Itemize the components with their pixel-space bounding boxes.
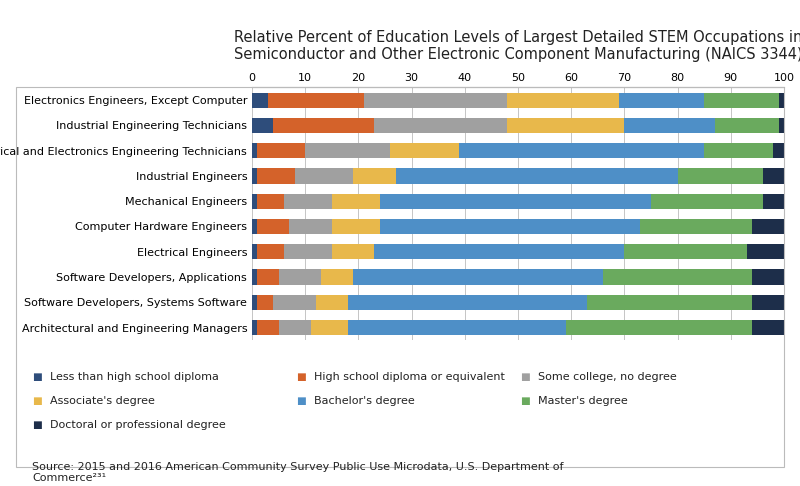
Bar xyxy=(704,92,778,108)
Bar xyxy=(348,295,587,310)
Bar xyxy=(380,219,640,234)
Bar xyxy=(348,320,566,335)
Bar xyxy=(284,244,332,260)
Bar xyxy=(353,269,603,285)
Bar xyxy=(507,118,624,133)
Bar xyxy=(678,168,762,184)
Bar xyxy=(258,219,290,234)
Title: Relative Percent of Education Levels of Largest Detailed STEM Occupations in
Sem: Relative Percent of Education Levels of … xyxy=(234,30,800,63)
Text: Bachelor's degree: Bachelor's degree xyxy=(314,396,414,406)
Bar xyxy=(274,118,374,133)
Bar xyxy=(752,295,784,310)
Bar xyxy=(252,193,258,209)
Bar xyxy=(332,244,374,260)
Bar xyxy=(396,168,678,184)
Bar xyxy=(310,320,348,335)
Bar xyxy=(778,92,784,108)
Text: Source: 2015 and 2016 American Community Survey Public Use Microdata, U.S. Depar: Source: 2015 and 2016 American Community… xyxy=(32,462,563,483)
Bar xyxy=(258,244,284,260)
Text: Some college, no degree: Some college, no degree xyxy=(538,372,676,382)
Bar xyxy=(752,269,784,285)
Text: Master's degree: Master's degree xyxy=(538,396,627,406)
Bar xyxy=(252,244,258,260)
Text: High school diploma or equivalent: High school diploma or equivalent xyxy=(314,372,505,382)
Text: ■: ■ xyxy=(520,372,530,382)
Bar xyxy=(507,92,619,108)
Bar xyxy=(390,143,459,158)
Bar xyxy=(252,320,258,335)
Bar xyxy=(290,219,332,234)
Bar xyxy=(640,219,752,234)
Bar xyxy=(284,193,332,209)
Text: ■: ■ xyxy=(296,396,306,406)
Bar xyxy=(715,118,778,133)
Bar xyxy=(380,193,651,209)
Bar xyxy=(274,295,316,310)
Bar xyxy=(258,295,274,310)
Bar xyxy=(252,92,268,108)
Bar xyxy=(752,320,784,335)
Bar xyxy=(625,244,746,260)
Text: ■: ■ xyxy=(520,396,530,406)
Bar xyxy=(762,168,784,184)
Bar xyxy=(619,92,704,108)
Bar xyxy=(332,219,380,234)
Bar xyxy=(258,193,284,209)
Bar xyxy=(587,295,752,310)
Text: Associate's degree: Associate's degree xyxy=(50,396,154,406)
Text: ■: ■ xyxy=(32,420,42,430)
Bar xyxy=(252,295,258,310)
Bar xyxy=(258,320,278,335)
Bar xyxy=(752,219,784,234)
Bar xyxy=(353,168,396,184)
Bar xyxy=(278,320,310,335)
Bar xyxy=(364,92,507,108)
Text: ■: ■ xyxy=(32,372,42,382)
Bar xyxy=(268,92,364,108)
Bar xyxy=(294,168,353,184)
Bar xyxy=(625,118,715,133)
Bar xyxy=(332,193,380,209)
Bar xyxy=(374,118,507,133)
Bar xyxy=(459,143,704,158)
Bar xyxy=(252,118,274,133)
Bar xyxy=(746,244,784,260)
Text: Less than high school diploma: Less than high school diploma xyxy=(50,372,218,382)
Bar xyxy=(651,193,762,209)
Bar xyxy=(704,143,774,158)
Bar xyxy=(778,118,784,133)
Bar xyxy=(306,143,390,158)
Bar xyxy=(374,244,625,260)
Bar xyxy=(252,269,258,285)
Bar xyxy=(252,219,258,234)
Bar xyxy=(258,168,294,184)
Bar xyxy=(278,269,321,285)
Bar xyxy=(258,143,306,158)
Bar xyxy=(566,320,752,335)
Text: ■: ■ xyxy=(32,396,42,406)
Bar xyxy=(321,269,353,285)
Bar xyxy=(252,168,258,184)
Bar xyxy=(252,143,258,158)
Bar xyxy=(258,269,278,285)
Bar xyxy=(316,295,348,310)
Bar xyxy=(762,193,784,209)
Bar xyxy=(774,143,784,158)
Text: Doctoral or professional degree: Doctoral or professional degree xyxy=(50,420,226,430)
Bar xyxy=(603,269,752,285)
Text: ■: ■ xyxy=(296,372,306,382)
